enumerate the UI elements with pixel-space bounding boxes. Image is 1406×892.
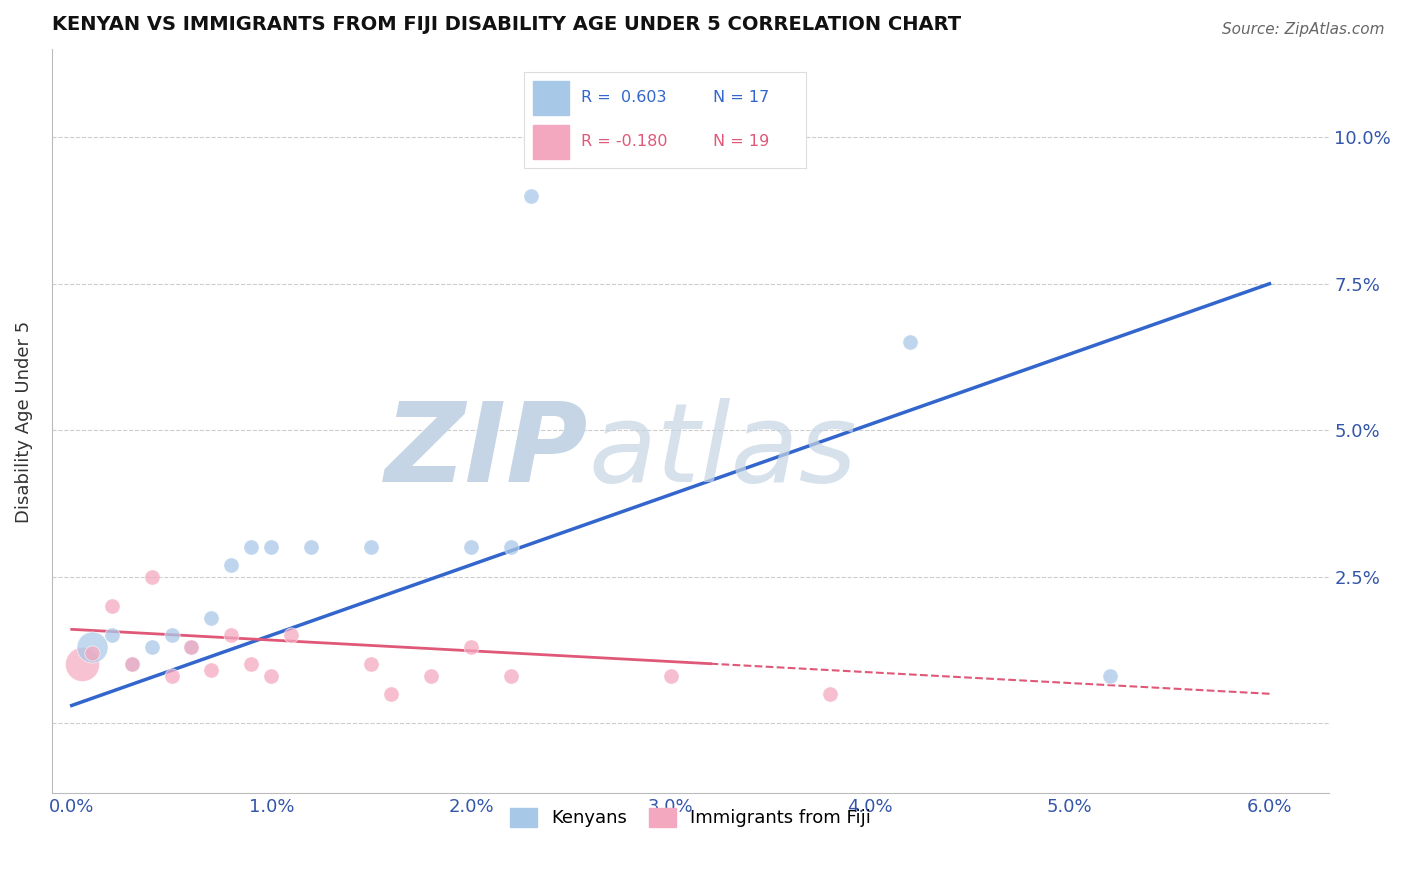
Point — [240, 657, 263, 672]
Point — [280, 628, 302, 642]
Point — [240, 541, 263, 555]
Point — [70, 657, 93, 672]
Point — [141, 640, 163, 654]
Y-axis label: Disability Age Under 5: Disability Age Under 5 — [15, 320, 32, 523]
Point — [360, 657, 382, 672]
Point — [299, 541, 322, 555]
Point — [160, 628, 183, 642]
Point — [360, 541, 382, 555]
Point — [80, 646, 103, 660]
Point — [80, 640, 103, 654]
Point — [260, 669, 283, 683]
Point — [820, 687, 842, 701]
Point — [460, 541, 482, 555]
Point — [898, 335, 921, 350]
Point — [121, 657, 143, 672]
Text: ZIP: ZIP — [385, 398, 588, 505]
Point — [460, 640, 482, 654]
Point — [380, 687, 402, 701]
Point — [200, 664, 222, 678]
Point — [100, 599, 122, 613]
Point — [659, 669, 682, 683]
Point — [180, 640, 202, 654]
Point — [200, 610, 222, 624]
Point — [160, 669, 183, 683]
Point — [499, 541, 522, 555]
Text: Source: ZipAtlas.com: Source: ZipAtlas.com — [1222, 22, 1385, 37]
Point — [420, 669, 443, 683]
Point — [260, 541, 283, 555]
Text: KENYAN VS IMMIGRANTS FROM FIJI DISABILITY AGE UNDER 5 CORRELATION CHART: KENYAN VS IMMIGRANTS FROM FIJI DISABILIT… — [52, 15, 960, 34]
Point — [520, 189, 543, 203]
Text: atlas: atlas — [588, 398, 858, 505]
Point — [499, 669, 522, 683]
Legend: Kenyans, Immigrants from Fiji: Kenyans, Immigrants from Fiji — [501, 799, 880, 837]
Point — [100, 628, 122, 642]
Point — [221, 628, 243, 642]
Point — [141, 569, 163, 583]
Point — [221, 558, 243, 572]
Point — [180, 640, 202, 654]
Point — [1098, 669, 1121, 683]
Point — [121, 657, 143, 672]
